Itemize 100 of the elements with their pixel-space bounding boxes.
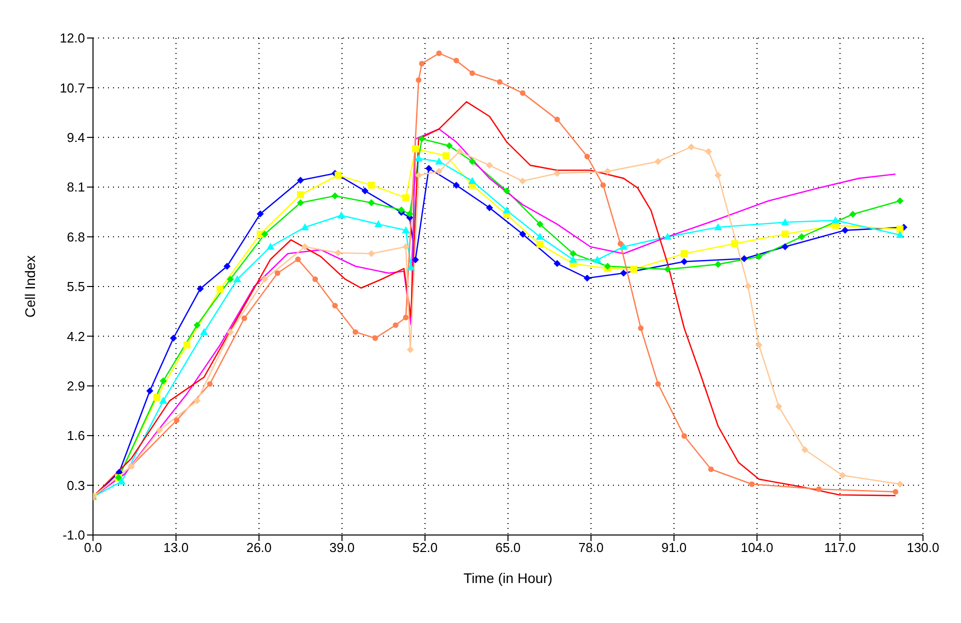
point bbox=[403, 314, 409, 320]
point bbox=[256, 210, 264, 218]
point bbox=[654, 158, 662, 165]
y-tick-label: 4.2 bbox=[66, 328, 85, 344]
point bbox=[775, 403, 782, 410]
point bbox=[896, 226, 904, 233]
point bbox=[781, 218, 790, 226]
point bbox=[266, 242, 274, 250]
x-tick-label: 78.0 bbox=[578, 540, 604, 556]
point bbox=[570, 250, 577, 258]
point bbox=[839, 472, 846, 479]
point bbox=[536, 220, 544, 228]
point bbox=[798, 233, 806, 240]
y-axis-title: Cell Index bbox=[22, 255, 38, 318]
point bbox=[337, 211, 346, 218]
point bbox=[368, 250, 375, 258]
point bbox=[704, 148, 712, 156]
point bbox=[416, 77, 422, 83]
y-tick-label: 0.3 bbox=[66, 478, 85, 493]
point bbox=[896, 480, 904, 488]
point bbox=[536, 232, 544, 240]
point bbox=[406, 210, 414, 218]
point bbox=[418, 135, 426, 142]
y-tick-label: -1.0 bbox=[62, 528, 85, 543]
point bbox=[502, 206, 511, 214]
point bbox=[593, 256, 602, 263]
point bbox=[436, 50, 442, 56]
point bbox=[160, 377, 167, 384]
point bbox=[486, 162, 493, 169]
point bbox=[452, 182, 460, 189]
point bbox=[680, 258, 688, 266]
point bbox=[486, 204, 493, 212]
point bbox=[331, 192, 338, 200]
point bbox=[604, 262, 612, 270]
point bbox=[118, 477, 126, 484]
point bbox=[520, 90, 526, 96]
point bbox=[412, 145, 419, 152]
point bbox=[414, 154, 423, 162]
point bbox=[503, 187, 510, 194]
x-tick-label: 117.0 bbox=[824, 540, 856, 556]
point bbox=[242, 315, 248, 322]
point bbox=[402, 226, 410, 234]
point bbox=[618, 240, 624, 246]
point bbox=[146, 387, 154, 394]
point bbox=[630, 266, 638, 273]
point bbox=[519, 230, 526, 238]
point bbox=[174, 418, 180, 424]
point bbox=[714, 172, 722, 179]
x-tick-label: 39.0 bbox=[329, 540, 355, 556]
point bbox=[361, 187, 368, 194]
point bbox=[419, 60, 425, 66]
point bbox=[194, 322, 201, 329]
point bbox=[332, 302, 338, 308]
point bbox=[468, 158, 476, 165]
x-tick-label: 26.0 bbox=[246, 540, 272, 556]
point bbox=[892, 489, 898, 495]
point bbox=[216, 286, 224, 293]
x-tick-label: 104.0 bbox=[740, 540, 774, 556]
point bbox=[425, 164, 432, 172]
y-tick-label: 6.8 bbox=[66, 229, 85, 244]
point bbox=[519, 177, 526, 184]
point bbox=[200, 328, 208, 335]
point bbox=[297, 191, 304, 198]
point bbox=[368, 199, 375, 206]
point bbox=[456, 148, 463, 156]
point bbox=[196, 285, 204, 292]
y-tick-label: 2.9 bbox=[66, 378, 85, 394]
point bbox=[297, 176, 304, 184]
point bbox=[620, 270, 628, 277]
point bbox=[740, 255, 748, 262]
point bbox=[782, 230, 789, 238]
point bbox=[226, 276, 234, 283]
x-axis-title: Time (in Hour) bbox=[464, 570, 552, 586]
point bbox=[170, 334, 177, 342]
point bbox=[334, 249, 342, 256]
point bbox=[638, 325, 644, 331]
point bbox=[816, 486, 822, 492]
point bbox=[352, 329, 358, 335]
point bbox=[600, 182, 606, 188]
point bbox=[708, 466, 714, 472]
point bbox=[755, 253, 762, 260]
point bbox=[274, 270, 280, 276]
point bbox=[896, 230, 904, 238]
point bbox=[714, 223, 722, 230]
point bbox=[554, 170, 561, 177]
point bbox=[801, 446, 808, 454]
point bbox=[655, 381, 661, 387]
point bbox=[604, 168, 612, 175]
point bbox=[554, 260, 561, 268]
point bbox=[569, 256, 578, 263]
point bbox=[224, 262, 231, 270]
point bbox=[849, 210, 856, 218]
point bbox=[469, 70, 476, 76]
point bbox=[183, 341, 190, 348]
x-tick-label: 130.0 bbox=[906, 540, 940, 556]
point bbox=[392, 322, 398, 328]
point bbox=[159, 396, 168, 404]
point bbox=[300, 223, 309, 230]
point bbox=[744, 282, 752, 290]
point bbox=[368, 182, 375, 189]
